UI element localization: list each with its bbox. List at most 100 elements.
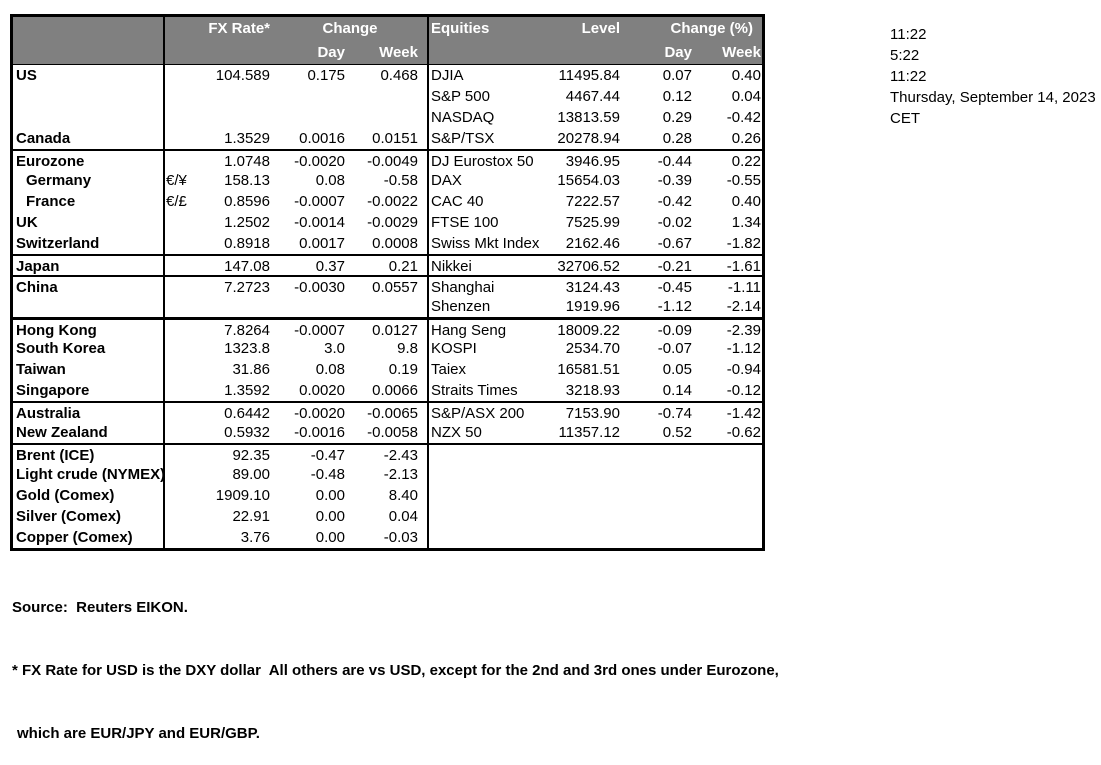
date-line: Thursday, September 14, 2023 (890, 89, 1096, 106)
fx-week-change-value: -0.0049 (367, 153, 418, 170)
table-row: S&P 500 4467.44 0.12 0.04 (13, 86, 762, 107)
equities-column-header: Equities (431, 20, 490, 37)
equity-level-value: 7222.57 (565, 193, 620, 210)
fx-rate-value: 0.8918 (224, 235, 270, 252)
fx-day-change-value: -0.47 (310, 447, 345, 464)
fx-day-change-value: 0.00 (315, 529, 345, 546)
fx-week-change-value: 0.21 (388, 258, 418, 275)
equity-level-value: 3946.95 (565, 153, 620, 170)
fx-day-change-value: 0.175 (307, 67, 345, 84)
fx-day-change-value: -0.48 (310, 466, 345, 483)
equity-level-value: 18009.22 (557, 322, 620, 339)
equity-week-subheader: Week (722, 44, 761, 61)
region-label: Japan (16, 258, 60, 275)
fx-day-change-value: 0.0020 (299, 382, 345, 399)
table-row: Australia 0.6442 -0.0020 -0.0065 S&P/ASX 200… (13, 401, 762, 422)
equity-day-change-value: 0.12 (662, 88, 692, 105)
equity-level-value: 4467.44 (565, 88, 620, 105)
fx-day-change-value: 3.0 (324, 340, 345, 357)
table-header: FX Rate* Change Equities Level Change (%… (13, 17, 762, 65)
change-column-header: Change (322, 20, 378, 37)
region-label: Eurozone (16, 153, 85, 170)
region-label: Germany (26, 172, 92, 189)
equity-level-value: 11495.84 (558, 67, 620, 84)
fx-week-subheader: Week (379, 44, 418, 61)
region-label: Copper (Comex) (16, 529, 133, 546)
equity-level-value: 2162.46 (565, 235, 620, 252)
table-row: Gold (Comex) 1909.10 0.00 8.40 (13, 485, 762, 506)
fx-rate-value: 158.13 (224, 172, 270, 189)
level-column-header: Level (581, 20, 620, 37)
fx-rate-value: 1.0748 (224, 153, 270, 170)
equity-day-change-value: 0.07 (662, 67, 692, 84)
equity-level-value: 3124.43 (565, 279, 620, 296)
equity-day-change-value: 0.29 (662, 109, 692, 126)
region-label: Silver (Comex) (16, 508, 122, 525)
fx-week-change-value: 8.40 (388, 487, 418, 504)
equity-day-change-value: 0.28 (662, 130, 692, 147)
fx-rate-value: 89.00 (232, 466, 270, 483)
region-label: Australia (16, 405, 81, 422)
equity-index-label: DAX (431, 172, 462, 189)
equity-week-change-value: -0.94 (726, 361, 761, 378)
fx-week-change-value: 0.19 (388, 361, 418, 378)
page: { "colors":{"header_bg":"#808080","heade… (10, 14, 1096, 742)
fx-rate-value: 31.86 (232, 361, 270, 378)
fx-rate-value: 7.2723 (224, 279, 270, 296)
fx-week-change-value: -0.58 (383, 172, 418, 189)
section-divider-line (427, 17, 429, 548)
equity-level-value: 15654.03 (557, 172, 620, 189)
fx-week-change-value: -0.0065 (367, 405, 418, 422)
table-body: US 104.589 0.175 0.468 DJIA 11495.84 0.07 0.40 S… (13, 65, 762, 548)
equity-day-change-value: -0.42 (657, 193, 692, 210)
equity-week-change-value: -1.42 (726, 405, 761, 422)
equity-week-change-value: 0.04 (731, 88, 761, 105)
fx-week-change-value: -0.0022 (367, 193, 418, 210)
equity-week-change-value: -0.62 (726, 424, 761, 441)
equity-day-change-value: -0.39 (657, 172, 692, 189)
fx-day-change-value: 0.08 (315, 172, 345, 189)
region-label: US (16, 67, 37, 84)
table-row: Copper (Comex) 3.76 0.00 -0.03 (13, 527, 762, 548)
fx-week-change-value: -0.03 (383, 529, 418, 546)
fx-day-change-value: -0.0007 (294, 322, 345, 339)
equity-level-value: 13813.59 (557, 109, 620, 126)
change-pct-column-header: Change (%) (670, 20, 754, 37)
fx-rate-value: 92.35 (232, 447, 270, 464)
fx-day-change-value: -0.0020 (294, 153, 345, 170)
equity-index-label: S&P 500 (431, 88, 490, 105)
fx-day-change-value: 0.00 (315, 487, 345, 504)
equity-day-change-value: -0.09 (657, 322, 692, 339)
fx-week-change-value: -2.43 (383, 447, 418, 464)
market-data-table: FX Rate* Change Equities Level Change (%… (10, 14, 765, 551)
fx-day-change-value: 0.0016 (299, 130, 345, 147)
equity-day-change-value: 0.14 (662, 382, 692, 399)
region-label: Taiwan (16, 361, 66, 378)
equity-day-change-value: -1.12 (657, 298, 692, 315)
fx-week-change-value: -0.0029 (367, 214, 418, 231)
equity-week-change-value: -1.11 (727, 279, 761, 296)
table-row: Brent (ICE) 92.35 -0.47 -2.43 (13, 443, 762, 464)
table-row: Light crude (NYMEX) 89.00 -0.48 -2.13 (13, 464, 762, 485)
equity-day-change-value: -0.02 (657, 214, 692, 231)
equity-index-label: Shanghai (431, 279, 495, 296)
region-label: Switzerland (16, 235, 100, 252)
equity-level-value: 32706.52 (557, 258, 620, 275)
equity-index-label: KOSPI (431, 340, 477, 357)
fx-rate-value: 1.2502 (224, 214, 270, 231)
equity-index-label: NASDAQ (431, 109, 495, 126)
equity-index-label: DJ Eurostox 50 (431, 153, 534, 170)
equity-week-change-value: -1.82 (726, 235, 761, 252)
equity-index-label: Straits Times (431, 382, 518, 399)
table-row: China 7.2723 -0.0030 0.0557 Shanghai 3124.43 -… (13, 275, 762, 296)
equity-day-change-value: 0.52 (662, 424, 692, 441)
table-row: Canada 1.3529 0.0016 0.0151 S&P/TSX 20278.94 0… (13, 128, 762, 149)
fx-rate-value: 1909.10 (215, 487, 270, 504)
region-label: China (16, 279, 58, 296)
footnote-line-2: which are EUR/JPY and EUR/GBP. (17, 725, 260, 742)
equity-week-change-value: 0.26 (731, 130, 761, 147)
equity-week-change-value: -2.14 (726, 298, 761, 315)
equity-day-change-value: -0.07 (657, 340, 692, 357)
table-row: UK 1.2502 -0.0014 -0.0029 FTSE 100 7525.99 -0.… (13, 212, 762, 233)
equity-week-change-value: -0.55 (726, 172, 761, 189)
